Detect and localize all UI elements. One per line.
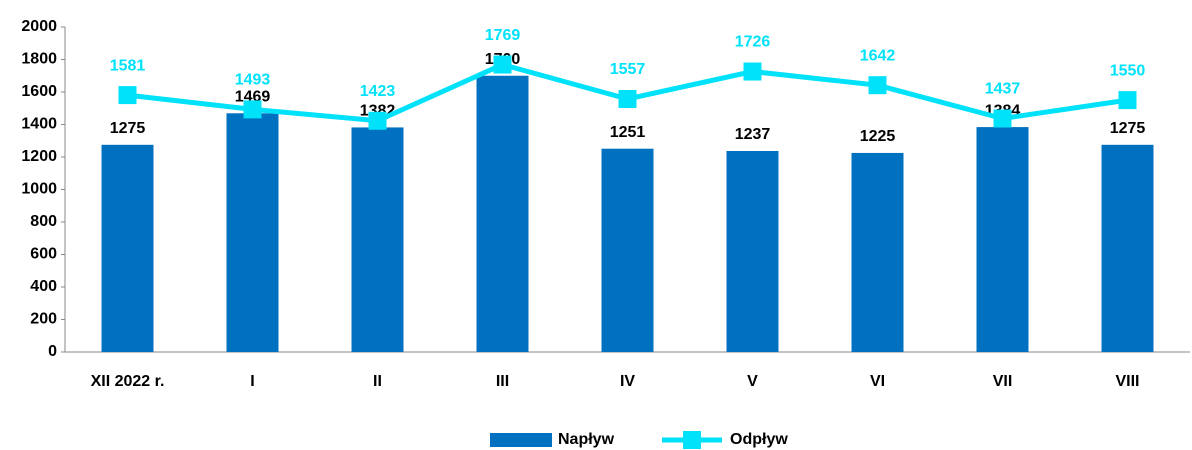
bar bbox=[101, 144, 154, 352]
bar bbox=[226, 113, 279, 352]
y-tick-label: 600 bbox=[30, 246, 57, 263]
bar-label: 1237 bbox=[735, 126, 771, 143]
x-tick-label: VII bbox=[993, 373, 1013, 390]
y-tick-label: 800 bbox=[30, 213, 57, 230]
marker bbox=[618, 89, 637, 108]
legend-swatch bbox=[490, 433, 552, 447]
y-tick-label: 1000 bbox=[21, 181, 57, 198]
bar bbox=[1101, 144, 1154, 352]
x-tick-label: XII 2022 r. bbox=[91, 373, 165, 390]
legend-marker bbox=[683, 431, 702, 449]
legend-label: Napływ bbox=[558, 431, 615, 448]
bar bbox=[726, 150, 779, 352]
x-tick-label: V bbox=[747, 373, 758, 390]
bar-label: 1225 bbox=[860, 128, 896, 145]
x-tick-label: IV bbox=[620, 373, 635, 390]
bar bbox=[476, 75, 529, 352]
line-label: 1581 bbox=[110, 57, 146, 74]
line-label: 1550 bbox=[1110, 62, 1146, 79]
marker bbox=[243, 100, 262, 119]
marker bbox=[118, 86, 137, 105]
y-tick-label: 2000 bbox=[21, 18, 57, 35]
marker bbox=[743, 62, 762, 81]
bar-label: 1275 bbox=[110, 120, 146, 137]
legend-label: Odpływ bbox=[730, 431, 788, 448]
y-tick-label: 0 bbox=[48, 343, 57, 360]
bar-label: 1251 bbox=[610, 124, 646, 141]
y-tick-label: 1400 bbox=[21, 116, 57, 133]
line-label: 1557 bbox=[610, 61, 646, 78]
x-tick-label: I bbox=[250, 373, 254, 390]
y-tick-label: 400 bbox=[30, 278, 57, 295]
y-tick-label: 1200 bbox=[21, 148, 57, 165]
marker bbox=[493, 55, 512, 74]
marker bbox=[993, 109, 1012, 128]
x-tick-label: VI bbox=[870, 373, 885, 390]
bar-label: 1275 bbox=[1110, 120, 1146, 137]
marker bbox=[1118, 91, 1137, 110]
bar bbox=[976, 127, 1029, 352]
y-tick-label: 1600 bbox=[21, 83, 57, 100]
x-tick-label: II bbox=[373, 373, 382, 390]
y-tick-label: 200 bbox=[30, 311, 57, 328]
line-label: 1437 bbox=[985, 81, 1021, 98]
y-tick-label: 1800 bbox=[21, 51, 57, 68]
marker bbox=[368, 111, 387, 130]
x-tick-label: VIII bbox=[1115, 373, 1139, 390]
line-label: 1642 bbox=[860, 47, 896, 64]
marker bbox=[868, 76, 887, 95]
bar bbox=[851, 152, 904, 352]
bar bbox=[351, 127, 404, 352]
line-label: 1726 bbox=[735, 34, 771, 51]
x-tick-label: III bbox=[496, 373, 509, 390]
bar bbox=[601, 148, 654, 352]
line-label: 1769 bbox=[485, 27, 521, 44]
line-label: 1423 bbox=[360, 83, 396, 100]
line-label: 1493 bbox=[235, 72, 271, 89]
